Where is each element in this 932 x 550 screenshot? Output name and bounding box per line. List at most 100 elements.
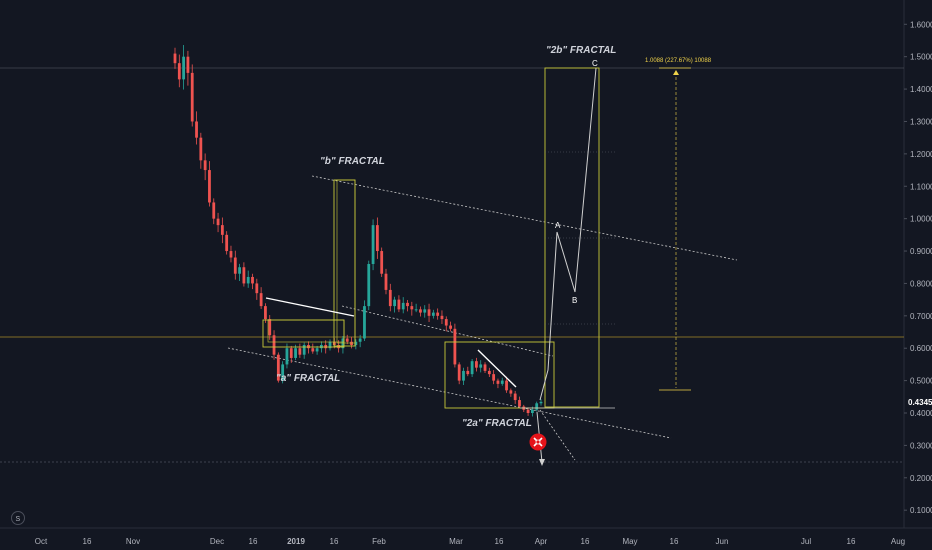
time-tick-label: 16 — [330, 537, 339, 546]
candle-body — [259, 293, 263, 307]
time-tick-label: 2019 — [287, 537, 305, 546]
candle-body — [311, 348, 315, 352]
measure-label: 1.0088 (227.67%) 10088 — [645, 58, 712, 64]
time-axis[interactable]: Oct 16 Nov Dec 16 2019 16 Feb Mar 16 Apr 16 May 16 Jun… — [35, 537, 905, 546]
candle-body — [225, 234, 229, 252]
upper-channel-line — [311, 175, 738, 261]
candle-body — [363, 306, 366, 339]
candle-body — [233, 257, 237, 274]
time-tick-label: Nov — [126, 537, 140, 546]
fractal-2b-label: "2b" FRACTAL — [546, 45, 616, 56]
current-price-label: 0.4345 — [908, 398, 932, 407]
candle-body — [298, 348, 302, 355]
candle-body — [229, 251, 233, 258]
fractal-b-label: "b" FRACTAL — [320, 156, 385, 167]
candle-body — [186, 56, 190, 73]
candle-body — [182, 56, 186, 80]
candle-body — [483, 364, 487, 371]
candle-body — [410, 306, 414, 310]
candle-body — [281, 364, 285, 381]
candle-body — [350, 341, 353, 345]
measure-arrow-head — [673, 70, 679, 75]
candle-body — [414, 309, 418, 311]
candle-body — [190, 72, 194, 122]
candle-body — [203, 160, 207, 171]
fractal-2a-label: "2a" FRACTAL — [462, 418, 532, 429]
time-tick-label: May — [622, 537, 637, 546]
candle-body — [264, 306, 267, 320]
candle-body — [475, 361, 478, 368]
candle-body — [216, 218, 220, 226]
fractal-a-trendline — [265, 297, 355, 317]
candle-body — [195, 121, 198, 138]
candle-body — [509, 390, 513, 394]
wave-c-label: C — [592, 59, 598, 68]
candle-body — [358, 338, 362, 342]
candle-body — [246, 276, 250, 284]
fractal-2a-trendline — [477, 349, 517, 388]
candle-body — [328, 341, 332, 349]
candlestick-series — [173, 45, 543, 417]
candle-body — [470, 361, 474, 375]
fractal-b-inner-box — [336, 179, 356, 344]
symbol-logo-icon[interactable]: S — [11, 511, 25, 525]
candle-body — [487, 370, 491, 375]
time-tick-label: Aug — [891, 537, 905, 546]
abc-projection-path — [539, 67, 597, 401]
candle-body — [268, 319, 272, 336]
current-price-marker: 0.4345 — [905, 396, 932, 408]
candle-body — [526, 409, 530, 414]
candle-body — [302, 344, 306, 355]
candle-body — [423, 309, 427, 313]
candle-body — [539, 401, 543, 404]
candle-body — [354, 341, 358, 345]
time-tick-label: 16 — [249, 537, 258, 546]
candle-body — [212, 202, 216, 219]
candle-body — [242, 267, 246, 284]
candle-body — [419, 309, 422, 313]
candle-body — [375, 225, 379, 252]
candle-body — [431, 312, 435, 316]
candle-body — [367, 264, 371, 307]
fractal-2a-box — [444, 341, 555, 409]
candle-body — [492, 374, 496, 381]
downside-arrow-head — [539, 459, 545, 466]
candle-body — [444, 319, 448, 326]
time-tick-label: Feb — [372, 537, 386, 546]
candle-body — [500, 380, 504, 384]
candle-body — [530, 409, 534, 414]
time-tick-label: 16 — [495, 537, 504, 546]
warning-badge-icon[interactable] — [529, 433, 547, 451]
time-tick-label: 16 — [83, 537, 92, 546]
time-tick-label: Jun — [716, 537, 729, 546]
wave-a-label: A — [555, 221, 561, 230]
candle-body — [436, 312, 440, 316]
candle-body — [272, 335, 276, 355]
candle-body — [397, 299, 401, 310]
candle-body — [315, 348, 319, 352]
candle-body — [505, 380, 508, 391]
candle-body — [401, 302, 405, 310]
candle-body — [345, 338, 349, 342]
candle-body — [440, 315, 444, 320]
candle-body — [496, 380, 500, 384]
candle-body — [457, 364, 461, 381]
time-tick-label: Apr — [535, 537, 548, 546]
candle-body — [199, 137, 203, 161]
candle-body — [518, 400, 521, 407]
